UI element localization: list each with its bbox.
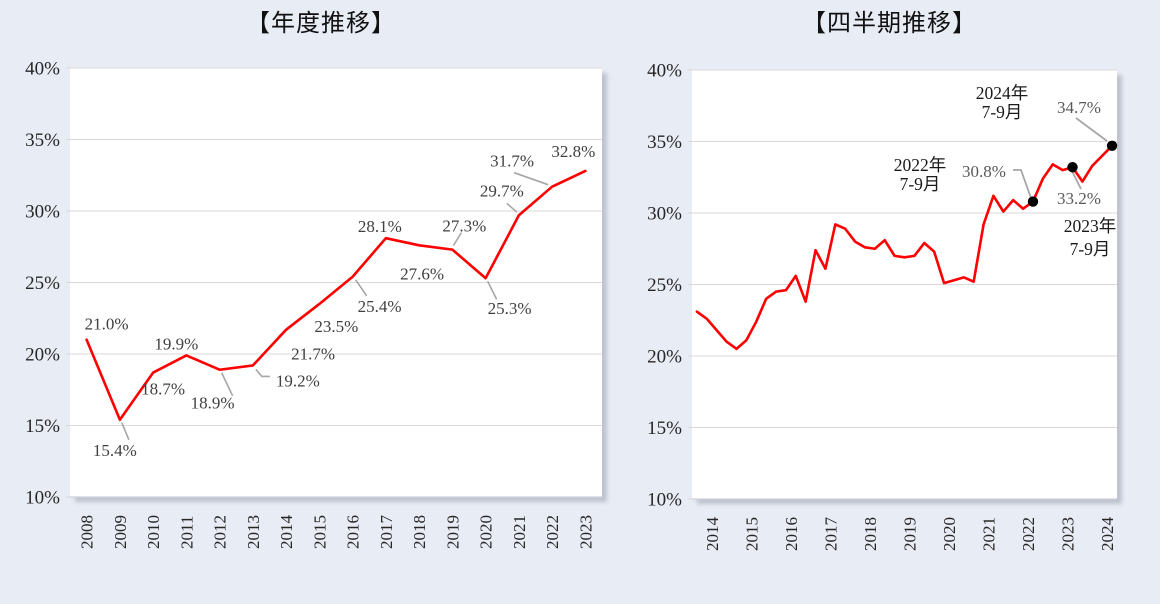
annotation-leader-line <box>1075 117 1108 142</box>
highlight-marker <box>1027 196 1039 207</box>
annual-chart: 40% 35% 30% 25% 20% 15% 10% 2008 2009 2010 2011 201… <box>25 59 607 550</box>
data-label: 21.0% <box>85 315 129 334</box>
x-tick-label: 2020 <box>477 515 496 549</box>
y-tick-label: 25% <box>25 273 60 294</box>
label-leader-line <box>452 232 463 247</box>
x-tick-label: 2016 <box>782 517 801 551</box>
y-tick-label: 30% <box>647 204 682 225</box>
data-label: 23.5% <box>314 317 358 336</box>
y-tick-label: 20% <box>25 345 60 366</box>
label-leader-line <box>121 422 130 441</box>
annotation-leader-line <box>1013 169 1032 199</box>
y-tick-label: 15% <box>25 416 60 437</box>
y-tick-label: 40% <box>25 59 60 80</box>
x-tick-label: 2021 <box>980 517 999 551</box>
x-tick-label: 2013 <box>244 515 263 549</box>
label-leader-line <box>506 202 518 213</box>
data-label: 21.7% <box>291 345 335 364</box>
data-label: 32.8% <box>551 142 595 161</box>
annotation-period-label: 2022年 <box>894 155 947 175</box>
data-label: 29.7% <box>480 181 524 200</box>
y-tick-label: 10% <box>25 488 60 509</box>
y-tick-label: 25% <box>647 275 682 296</box>
annotation-period-label: 7-9月 <box>982 102 1023 122</box>
data-label: 18.7% <box>141 380 185 399</box>
x-tick-label: 2022 <box>1019 517 1038 551</box>
label-leader-line <box>255 368 270 378</box>
label-leader-line <box>354 279 368 297</box>
x-tick-label: 2019 <box>900 517 919 551</box>
x-tick-label: 2014 <box>277 515 296 550</box>
data-label: 15.4% <box>93 441 137 460</box>
annotation-value-label: 34.7% <box>1057 98 1101 117</box>
label-leader-line <box>220 372 234 397</box>
label-leader-line <box>513 171 549 186</box>
x-tick-label: 2016 <box>344 515 363 549</box>
data-label: 31.7% <box>490 152 534 171</box>
annotation-period-label: 2024年 <box>976 83 1029 103</box>
data-label: 19.2% <box>276 371 320 390</box>
data-label: 18.9% <box>191 394 235 413</box>
x-tick-label: 2018 <box>410 515 429 549</box>
y-tick-label: 35% <box>647 132 682 153</box>
highlight-marker <box>1106 140 1118 151</box>
x-tick-label: 2010 <box>144 515 163 549</box>
x-tick-label: 2024 <box>1098 517 1117 552</box>
data-label: 19.9% <box>154 334 198 353</box>
data-label: 25.4% <box>358 297 402 316</box>
x-tick-label: 2011 <box>177 516 196 549</box>
quarterly-chart-title: 【四半期推移】 <box>802 10 977 37</box>
x-tick-label: 2022 <box>543 515 562 549</box>
y-tick-label: 30% <box>25 202 60 223</box>
x-tick-label: 2023 <box>576 515 595 549</box>
quarterly-chart: 40% 35% 30% 25% 20% 15% 10% 2014 2015 2016 2017 201… <box>647 61 1122 552</box>
y-tick-label: 10% <box>647 490 682 511</box>
y-tick-label: 35% <box>25 130 60 151</box>
x-tick-label: 2009 <box>111 515 130 549</box>
x-tick-label: 2015 <box>310 515 329 549</box>
data-label: 28.1% <box>358 217 402 236</box>
x-tick-label: 2012 <box>211 515 230 549</box>
label-leader-line <box>486 280 498 300</box>
y-tick-label: 20% <box>647 347 682 368</box>
x-tick-label: 2008 <box>78 515 97 549</box>
y-tick-label: 15% <box>647 418 682 439</box>
y-tick-label: 40% <box>647 61 682 82</box>
x-tick-label: 2014 <box>703 517 722 552</box>
data-label: 27.3% <box>442 217 486 236</box>
highlight-marker <box>1067 162 1078 173</box>
annotation-period-label: 7-9月 <box>1070 239 1111 259</box>
x-tick-label: 2020 <box>940 517 959 551</box>
x-tick-label: 2017 <box>377 515 396 550</box>
annual-series-line <box>85 169 587 422</box>
x-tick-label: 2019 <box>443 515 462 549</box>
annotation-value-label: 30.8% <box>962 162 1006 181</box>
data-label: 25.3% <box>488 299 532 318</box>
x-tick-label: 2015 <box>742 517 761 551</box>
data-label: 27.6% <box>400 264 444 283</box>
annual-chart-title: 【年度推移】 <box>246 10 396 37</box>
annotation-value-label: 33.2% <box>1057 189 1101 208</box>
x-tick-label: 2023 <box>1059 517 1078 551</box>
x-tick-label: 2021 <box>510 515 529 549</box>
quarterly-series-line <box>695 144 1114 351</box>
annotation-period-label: 7-9月 <box>900 174 941 194</box>
annotation-period-label: 2023年 <box>1064 216 1117 236</box>
x-tick-label: 2017 <box>821 517 840 552</box>
annotation-leader-line <box>1071 170 1082 190</box>
x-tick-label: 2018 <box>861 517 880 551</box>
